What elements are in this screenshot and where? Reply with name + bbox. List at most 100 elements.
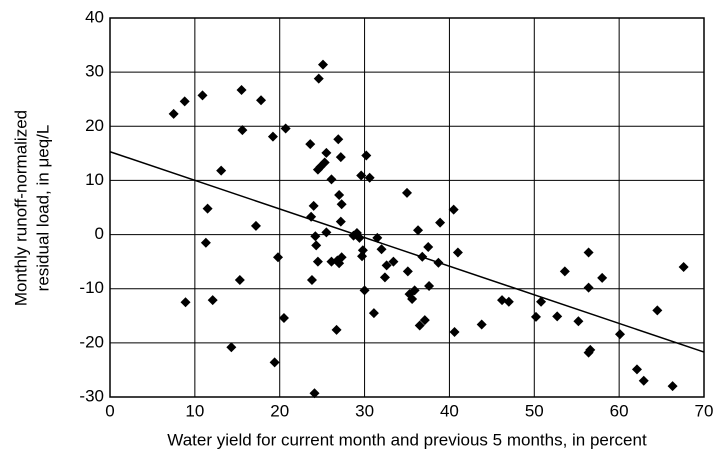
plot-frame: [109, 17, 705, 398]
data-point: [357, 245, 368, 256]
data-point: [236, 85, 247, 96]
data-point: [357, 251, 368, 262]
data-point: [417, 251, 428, 262]
data-point: [678, 262, 689, 273]
data-point: [336, 252, 347, 263]
data-point: [335, 152, 346, 163]
data-point: [321, 147, 332, 158]
data-point: [449, 327, 460, 338]
data-point: [216, 165, 227, 176]
x-tick-label: 30: [355, 401, 374, 420]
y-tick-label: 40: [85, 7, 104, 26]
data-point: [321, 227, 332, 238]
y-tick-label: 10: [85, 170, 104, 189]
data-point: [536, 296, 547, 307]
data-point: [372, 232, 383, 243]
data-point: [573, 316, 584, 327]
data-point: [414, 320, 425, 331]
data-point: [435, 217, 446, 228]
data-point: [315, 161, 326, 172]
data-point: [200, 237, 211, 248]
data-point: [413, 225, 424, 236]
data-point: [354, 232, 365, 243]
y-tick-label: -10: [79, 278, 104, 297]
x-tick-label: 60: [610, 401, 629, 420]
data-point: [250, 220, 261, 231]
data-point: [388, 256, 399, 267]
data-point: [180, 297, 191, 308]
data-point: [559, 266, 570, 277]
data-point: [308, 200, 319, 211]
x-tick-label: 70: [695, 401, 714, 420]
y-tick-label: 0: [95, 224, 104, 243]
data-point: [311, 240, 322, 251]
data-point: [356, 170, 367, 181]
data-point: [452, 247, 463, 258]
x-tick-label: 50: [525, 401, 544, 420]
data-point: [402, 187, 412, 198]
data-point: [234, 275, 245, 286]
data-point: [652, 305, 663, 316]
data-point: [583, 282, 594, 293]
x-axis-label: Water yield for current month and previo…: [167, 430, 647, 449]
data-point: [202, 203, 213, 214]
data-point: [326, 174, 337, 185]
data-point: [423, 242, 434, 253]
data-point: [424, 281, 435, 292]
y-tick-label: 30: [85, 62, 104, 81]
data-point: [667, 381, 678, 392]
data-point: [179, 96, 190, 107]
data-point: [168, 108, 179, 119]
data-point: [376, 244, 387, 255]
data-point: [407, 294, 418, 305]
data-point: [361, 150, 372, 161]
data-point: [306, 275, 317, 286]
data-point: [448, 204, 459, 215]
data-point: [631, 364, 642, 375]
x-tick-label: 10: [185, 401, 204, 420]
y-tick-label: -20: [79, 332, 104, 351]
y-tick-label: -30: [79, 386, 104, 405]
data-point: [638, 375, 649, 386]
data-point: [331, 324, 342, 335]
data-point: [381, 260, 392, 271]
data-point: [313, 73, 324, 84]
data-point: [402, 266, 413, 277]
data-point: [269, 357, 280, 368]
data-point: [585, 344, 596, 355]
data-point: [309, 388, 320, 399]
x-tick-label: 20: [270, 401, 289, 420]
data-point: [333, 134, 344, 145]
data-point: [267, 131, 278, 142]
data-point: [334, 190, 345, 201]
data-point: [597, 272, 608, 283]
data-point: [317, 59, 328, 70]
y-tick-label: 20: [85, 116, 104, 135]
data-point: [503, 296, 514, 307]
data-point: [280, 123, 291, 134]
data-point: [207, 295, 218, 306]
y-axis-label: Monthly runoff-normalized: [11, 110, 30, 306]
data-point: [359, 285, 370, 296]
data-point: [197, 90, 208, 101]
data-point: [278, 312, 289, 323]
data-point: [433, 257, 444, 268]
data-point: [305, 139, 316, 150]
data-point: [312, 256, 323, 267]
data-point: [226, 342, 237, 353]
x-tick-label: 40: [440, 401, 459, 420]
data-point: [336, 199, 347, 210]
data-point: [335, 216, 346, 227]
data-point: [419, 315, 430, 326]
trend-line: [109, 151, 705, 353]
data-point: [409, 285, 420, 296]
data-point: [379, 272, 390, 283]
data-point: [237, 125, 248, 136]
data-point: [476, 319, 487, 330]
data-point: [256, 95, 267, 106]
data-point: [273, 252, 284, 263]
data-point: [364, 172, 375, 183]
y-axis-label: residual load, in μeq/L: [33, 125, 52, 292]
data-point: [614, 329, 625, 340]
